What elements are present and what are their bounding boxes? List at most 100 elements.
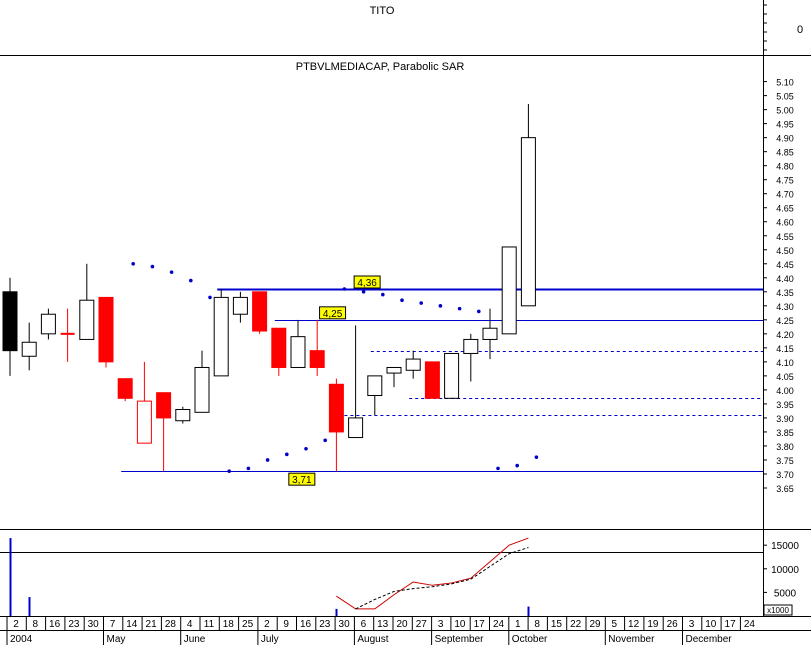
sar-dot (438, 304, 443, 308)
x-tick-label: 15 (551, 619, 563, 630)
x-tick-label: 16 (300, 619, 312, 630)
candle (309, 319, 325, 376)
sar-dot (457, 306, 462, 311)
price-tick-label: 4.20 (776, 330, 794, 340)
candle-body (482, 327, 498, 340)
sar-dot (265, 458, 270, 462)
candle (175, 406, 191, 424)
candle-body (463, 338, 479, 354)
month-label: July (261, 634, 279, 645)
sar-dot (189, 278, 193, 283)
candle-body (2, 291, 18, 352)
level-callout-box (288, 472, 316, 486)
x-tick-label: 1 (515, 619, 521, 630)
x-tick-label: 27 (416, 619, 428, 630)
price-tick-label: 4.40 (776, 274, 794, 284)
sar-dot (496, 466, 500, 471)
candle (367, 375, 383, 416)
x-tick-label: 23 (319, 619, 331, 630)
candle-body (156, 392, 172, 419)
price-tick-label: 4.85 (776, 148, 794, 158)
x-tick-label: 11 (204, 619, 215, 630)
level-callout-label: 4,36 (357, 278, 377, 289)
sar-dot (381, 292, 385, 297)
price-tick-label: 4.00 (776, 386, 794, 396)
candle (117, 378, 133, 402)
candle (520, 104, 536, 307)
sar-dot (131, 261, 135, 266)
price-tick-label: 4.75 (776, 176, 794, 186)
candle (328, 378, 344, 472)
volume-tick-label: 15000 (771, 541, 799, 552)
level-callout-box (353, 275, 381, 289)
candle-body (367, 375, 383, 397)
price-tick-label: 4.25 (776, 316, 794, 326)
x-tick-label: 12 (628, 619, 640, 630)
x-tick-label: 3 (438, 619, 444, 630)
candle-body (386, 366, 402, 374)
month-label: December (686, 634, 733, 645)
x-tick-label: 10 (454, 619, 466, 630)
volume-tick-label: 5000 (774, 588, 797, 599)
candle (213, 289, 229, 377)
candle-body (79, 299, 95, 340)
candle-body (232, 296, 248, 315)
candle-body (175, 409, 191, 422)
x-tick-label: 13 (377, 619, 389, 630)
candle (348, 325, 364, 439)
level-callouts: 4,36 4,25 3,71 (288, 275, 381, 486)
x-axis: 2 8 16 23 30 7 14 21 28 4 11 18 25 2 9 16 23 30 6 13 20 27 3 10… (6, 616, 755, 645)
candle-body (98, 296, 114, 363)
candle (463, 333, 479, 382)
candle-body (309, 350, 325, 368)
price-tick-label: 3.75 (776, 456, 794, 466)
price-tick-label: 4.90 (776, 134, 794, 144)
candle-body (271, 327, 287, 368)
x-tick-label: 8 (33, 619, 39, 630)
price-tick-label: 3.95 (776, 400, 794, 410)
x-tick-label: 17 (725, 619, 737, 630)
sar-dot (477, 309, 481, 314)
main-title: PTBVLMEDIACAP, Parabolic SAR (296, 61, 465, 73)
candle (501, 246, 517, 335)
sar-dot (534, 455, 539, 459)
candle-body (501, 246, 517, 335)
x-tick-label: 29 (589, 619, 601, 630)
sar-dot (208, 295, 212, 300)
x-tick-label: 24 (493, 619, 505, 630)
candle (2, 277, 18, 376)
sar-dot (323, 438, 328, 443)
level-callout-label: 4,25 (323, 309, 343, 320)
top-title: TITO (370, 5, 395, 17)
sar-dot (342, 287, 347, 291)
candle-body (424, 361, 440, 399)
candle-body (520, 137, 536, 307)
candle-body (40, 313, 56, 335)
x-tick-label: 7 (110, 619, 116, 630)
x-tick-label: 2 (13, 619, 19, 630)
volume-panel: 15000 10000 5000 (0, 537, 799, 616)
x-tick-label: 19 (647, 619, 659, 630)
price-tick-label: 4.80 (776, 162, 794, 172)
month-label: May (107, 634, 126, 645)
candle-body (328, 383, 344, 433)
sar-dot (304, 446, 308, 451)
price-tick-label: 4.30 (776, 302, 794, 312)
price-tick-label: 3.70 (776, 470, 794, 480)
candle (482, 308, 498, 360)
sar-dot (227, 469, 231, 473)
candle (79, 263, 95, 340)
month-label: 2004 (10, 634, 33, 645)
price-tick-label: 5.05 (776, 92, 794, 102)
top-panel: TITO 0 (370, 5, 803, 36)
level-callout-label: 3,71 (292, 475, 312, 486)
top-axis-label: 0 (797, 24, 803, 36)
price-tick-label: 4.45 (776, 260, 794, 270)
month-label: June (184, 634, 206, 645)
candle (405, 350, 421, 379)
price-tick-label: 5.10 (776, 78, 794, 88)
month-label: August (357, 634, 388, 645)
volume-scale-frame (763, 604, 793, 616)
sar-dot (419, 301, 424, 305)
